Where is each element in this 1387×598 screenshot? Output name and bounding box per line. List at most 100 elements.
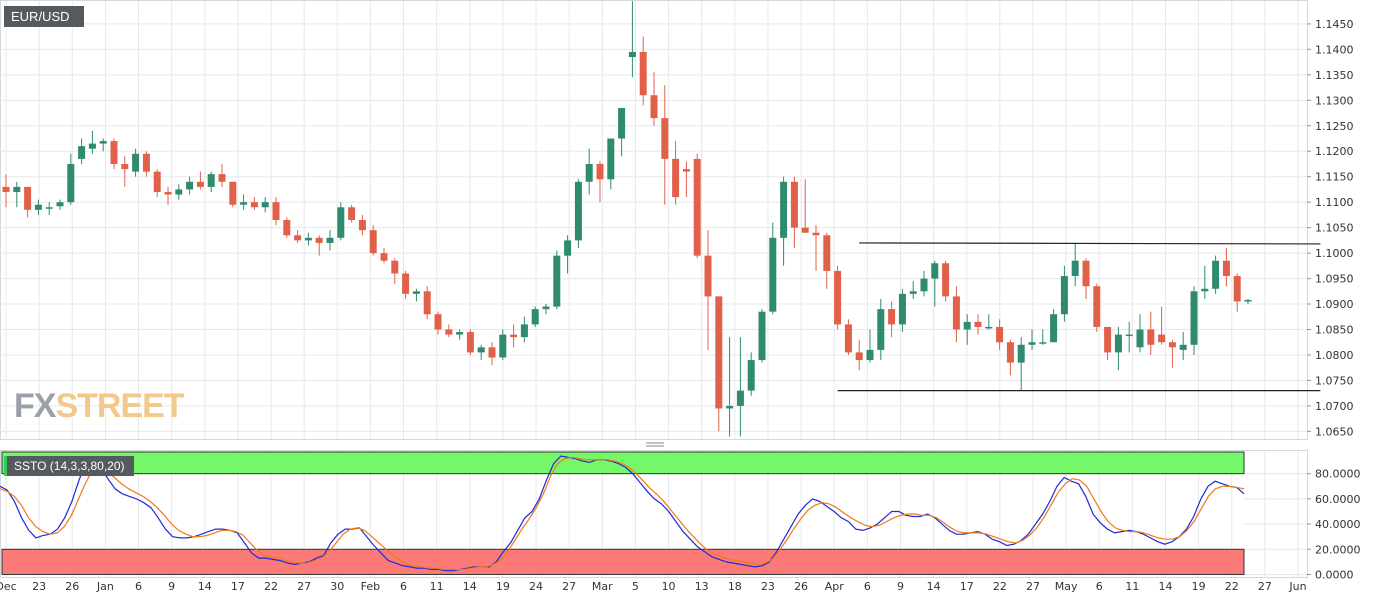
candle-body [218, 174, 226, 182]
candle-body [855, 352, 863, 361]
candle-body [1082, 260, 1090, 287]
x-tick-label: 10 [662, 580, 676, 593]
candle [391, 258, 399, 284]
candle-body [1039, 342, 1047, 344]
candle-body [2, 186, 10, 192]
logo-fx: FX [14, 387, 57, 425]
candle-body [650, 95, 658, 119]
x-tick-label: 23 [32, 580, 46, 593]
candle [358, 214, 366, 236]
candle [790, 176, 798, 249]
candle [304, 232, 312, 246]
x-tick-label: 23 [761, 580, 775, 593]
candle-body [261, 202, 269, 208]
price-tick-label: 1.0800 [1315, 349, 1354, 362]
candle-body [747, 360, 755, 391]
ssto-tick-label: 0.0000 [1315, 568, 1354, 581]
candle [1201, 265, 1209, 299]
candle-body [801, 227, 809, 233]
candle [1125, 321, 1133, 353]
candle [477, 344, 485, 361]
candle [110, 138, 118, 170]
candle-body [337, 207, 345, 238]
candle [801, 179, 809, 233]
x-tick-label: 13 [695, 580, 709, 593]
candle [682, 161, 690, 198]
x-tick-label: 9 [168, 580, 175, 593]
candle [1082, 258, 1090, 299]
candle-body [456, 332, 464, 335]
candle-body [726, 405, 734, 409]
ssto-tick-label: 20.0000 [1315, 543, 1361, 556]
x-tick-label: 5 [632, 580, 639, 593]
candle [628, 1, 636, 78]
candle [434, 311, 442, 335]
x-tick-label: Feb [361, 580, 380, 593]
candle [931, 260, 939, 307]
candle-body [99, 141, 107, 144]
candle [866, 329, 874, 363]
candle-body [996, 326, 1004, 343]
ssto-tick-label: 60.0000 [1315, 493, 1361, 506]
candle [412, 288, 420, 302]
candle-body [682, 169, 690, 172]
candle [618, 107, 626, 157]
logo-street: STREET [55, 387, 184, 425]
candle-body [834, 270, 842, 325]
candle-body [186, 181, 194, 190]
candle [240, 194, 248, 210]
candle-body [110, 141, 118, 164]
ssto-tick-label: 40.0000 [1315, 518, 1361, 531]
candle [834, 265, 842, 330]
price-tick-label: 1.0700 [1315, 400, 1354, 413]
pane-splitter[interactable] [646, 442, 664, 447]
candle-body [56, 202, 64, 207]
candle [218, 163, 226, 187]
candle-body [531, 309, 539, 325]
candle-body [466, 332, 474, 353]
candle [520, 316, 528, 343]
x-tick-label: Dec [0, 580, 17, 593]
x-tick-label: May [1055, 580, 1078, 593]
candle [369, 225, 377, 256]
candle-body [715, 296, 723, 409]
candle-body [639, 51, 647, 96]
candle-body [866, 349, 874, 361]
candle [326, 230, 334, 251]
candle [715, 296, 723, 432]
candle [45, 202, 53, 215]
candle-body [1158, 334, 1166, 343]
candle [661, 85, 669, 205]
candle-body [1050, 314, 1058, 343]
candle-body [272, 202, 280, 220]
candle-body [553, 255, 561, 307]
trendlines [837, 242, 1321, 392]
candle-body [294, 235, 302, 241]
candle [445, 324, 453, 338]
candle-body [477, 347, 485, 353]
candle [34, 199, 42, 215]
price-panel [0, 0, 1308, 440]
candle-body [153, 171, 161, 192]
ssto-badge: SSTO (14,3,3,80,20) [4, 456, 134, 476]
x-tick-label: 11 [430, 580, 444, 593]
candle [196, 171, 204, 190]
x-tick-label: Mar [592, 580, 613, 593]
candle-body [348, 207, 356, 220]
candle-body [1136, 329, 1144, 348]
candle [909, 281, 917, 299]
trendline [859, 242, 1321, 245]
candle [1222, 248, 1230, 287]
candle-body [1017, 344, 1025, 363]
candle [823, 232, 831, 289]
candle [704, 230, 712, 350]
x-axis: Dec 23 26 Jan 6 9 14 17 22 27 30 Feb 6 11 14 19 24 27 Mar 5… [0, 580, 1307, 593]
x-tick-label: Apr [825, 580, 845, 593]
candle [121, 156, 129, 187]
candle-body [1093, 286, 1101, 327]
candle [250, 197, 258, 210]
candle-body [1104, 326, 1112, 353]
candle [132, 148, 140, 177]
price-tick-label: 1.0900 [1315, 298, 1354, 311]
